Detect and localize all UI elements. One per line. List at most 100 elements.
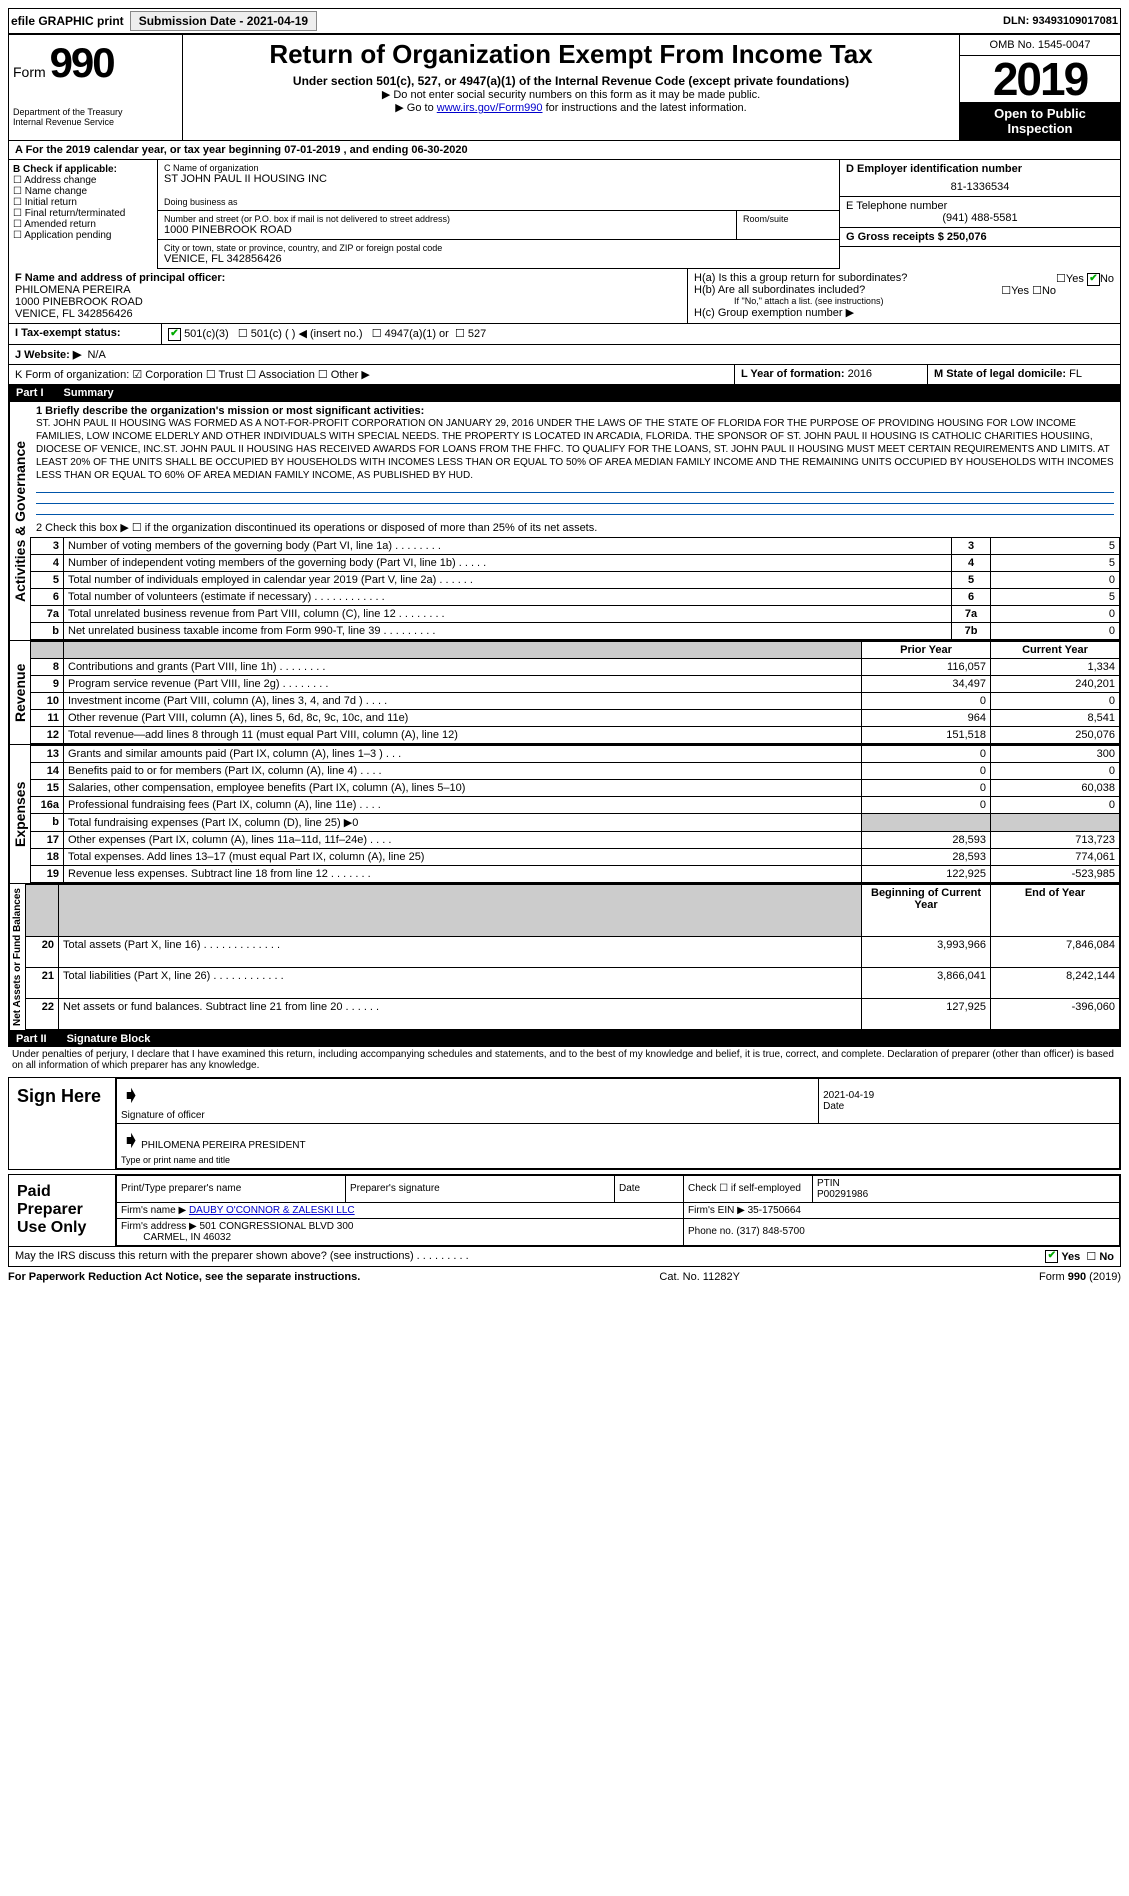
m-label: M State of legal domicile: — [934, 368, 1066, 380]
sign-here-label: Sign Here — [9, 1078, 116, 1169]
paid-label: Paid Preparer Use Only — [9, 1175, 116, 1246]
blank-line — [36, 482, 1114, 493]
discuss-row: May the IRS discuss this return with the… — [8, 1247, 1121, 1268]
j-label: J Website: ▶ — [15, 349, 81, 361]
line-num: 15 — [31, 779, 64, 796]
line-num: 4 — [31, 554, 64, 571]
hb-no[interactable]: No — [1042, 285, 1056, 297]
line-num: b — [31, 622, 64, 639]
cb-address[interactable]: ☐ Address change — [13, 175, 153, 186]
ha-row: H(a) Is this a group return for subordin… — [694, 272, 1114, 284]
revenue-block: Revenue Prior Year Current Year8 Contrib… — [8, 641, 1121, 745]
cb-amended[interactable]: ☐ Amended return — [13, 219, 153, 230]
current-value: 8,541 — [991, 709, 1120, 726]
hb-row: H(b) Are all subordinates included? ☐Yes… — [694, 284, 1114, 296]
prep-check[interactable]: Check ☐ if self-employed — [684, 1175, 813, 1202]
line-value: 0 — [991, 605, 1120, 622]
form-footer: Form 990 (2019) — [1039, 1271, 1121, 1283]
prior-value: 116,057 — [862, 658, 991, 675]
cb-501c3[interactable] — [168, 328, 181, 341]
sig-date-value: 2021-04-19 — [823, 1090, 874, 1101]
irs-link[interactable]: www.irs.gov/Form990 — [437, 102, 543, 114]
ha-yes[interactable]: Yes — [1066, 273, 1084, 285]
discuss-yes-check[interactable] — [1045, 1250, 1058, 1263]
ptin-value: P00291986 — [817, 1189, 868, 1200]
cb-name[interactable]: ☐ Name change — [13, 186, 153, 197]
firm-name-link[interactable]: DAUBY O'CONNOR & ZALESKI LLC — [189, 1205, 355, 1216]
form-subtitle: Under section 501(c), 527, or 4947(a)(1)… — [193, 74, 949, 88]
current-value: 713,723 — [991, 831, 1120, 848]
c-label: C Name of organization — [164, 163, 833, 173]
prior-value: 0 — [862, 796, 991, 813]
line-num: 17 — [31, 831, 64, 848]
line-num: 14 — [31, 762, 64, 779]
checkbox-column: B Check if applicable: ☐ Address change … — [9, 160, 158, 269]
hb-yes[interactable]: Yes — [1011, 285, 1029, 297]
box-num: 6 — [952, 588, 991, 605]
dln-label: DLN: 93493109017081 — [1003, 15, 1118, 27]
part2-title: Part II — [16, 1033, 47, 1045]
vlabel-gov: Activities & Governance — [9, 402, 30, 640]
jurat-text: Under penalties of perjury, I declare th… — [8, 1047, 1121, 1073]
ha-no: No — [1100, 273, 1114, 285]
line-num: 11 — [31, 709, 64, 726]
line-num: 5 — [31, 571, 64, 588]
part2-header: Part II Signature Block — [8, 1031, 1121, 1047]
current-value: 1,334 — [991, 658, 1120, 675]
cb-final[interactable]: ☐ Final return/terminated — [13, 208, 153, 219]
current-value: -523,985 — [991, 865, 1120, 882]
current-value: 60,038 — [991, 779, 1120, 796]
line2: 2 Check this box ▶ ☐ if the organization… — [30, 518, 1120, 537]
line-value: 5 — [991, 554, 1120, 571]
line-label: Program service revenue (Part VIII, line… — [64, 675, 862, 692]
line-num: 20 — [26, 937, 59, 968]
line-label: Contributions and grants (Part VIII, lin… — [64, 658, 862, 675]
submission-date-button[interactable]: Submission Date - 2021-04-19 — [130, 11, 317, 31]
end-value: 8,242,144 — [991, 967, 1120, 998]
ha-no-check[interactable] — [1087, 273, 1100, 286]
f-label: F Name and address of principal officer: — [15, 272, 225, 284]
box-num: 7b — [952, 622, 991, 639]
prior-value — [862, 813, 991, 831]
cb-pending[interactable]: ☐ Application pending — [13, 230, 153, 241]
opt-4947: 4947(a)(1) or — [385, 328, 449, 340]
current-value: 300 — [991, 745, 1120, 762]
sig-date-label: Date — [823, 1101, 844, 1112]
firm-addr: 501 CONGRESSIONAL BLVD 300 — [200, 1221, 354, 1232]
entity-right: D Employer identification number 81-1336… — [839, 160, 1120, 269]
line-value: 5 — [991, 537, 1120, 554]
efile-label: efile GRAPHIC print — [11, 14, 124, 28]
dept-label: Department of the Treasury — [13, 107, 178, 117]
current-value: 0 — [991, 796, 1120, 813]
prior-value: 28,593 — [862, 848, 991, 865]
d-label: D Employer identification number — [846, 163, 1022, 175]
form-header: Form 990 Department of the Treasury Inte… — [8, 34, 1121, 141]
line-label: Total number of volunteers (estimate if … — [64, 588, 952, 605]
discuss-text: May the IRS discuss this return with the… — [15, 1250, 1045, 1264]
revenue-table: Prior Year Current Year8 Contributions a… — [30, 641, 1120, 744]
current-value: 0 — [991, 762, 1120, 779]
current-value: 240,201 — [991, 675, 1120, 692]
tax-year: 2019 — [960, 56, 1120, 102]
opt-501c: 501(c) ( ) ◀ (insert no.) — [251, 328, 363, 340]
line-num: 6 — [31, 588, 64, 605]
line-label: Number of independent voting members of … — [64, 554, 952, 571]
box-num: 3 — [952, 537, 991, 554]
mission-text: ST. JOHN PAUL II HOUSING WAS FORMED AS A… — [36, 417, 1114, 482]
line-num: 22 — [26, 998, 59, 1029]
ha-label: H(a) Is this a group return for subordin… — [694, 272, 907, 284]
room-label: Room/suite — [743, 214, 833, 224]
expenses-block: Expenses 13 Grants and similar amounts p… — [8, 745, 1121, 884]
line-label: Grants and similar amounts paid (Part IX… — [64, 745, 862, 762]
i-label: I Tax-exempt status: — [15, 327, 121, 339]
check-label: B Check if applicable: — [13, 164, 117, 175]
box-num: 7a — [952, 605, 991, 622]
begin-value: 3,866,041 — [862, 967, 991, 998]
line-num: 19 — [31, 865, 64, 882]
current-value: 0 — [991, 692, 1120, 709]
current-value — [991, 813, 1120, 831]
line-label: Total number of individuals employed in … — [64, 571, 952, 588]
top-bar: efile GRAPHIC print Submission Date - 20… — [8, 8, 1121, 34]
cat-no: Cat. No. 11282Y — [659, 1271, 740, 1283]
cb-initial[interactable]: ☐ Initial return — [13, 197, 153, 208]
